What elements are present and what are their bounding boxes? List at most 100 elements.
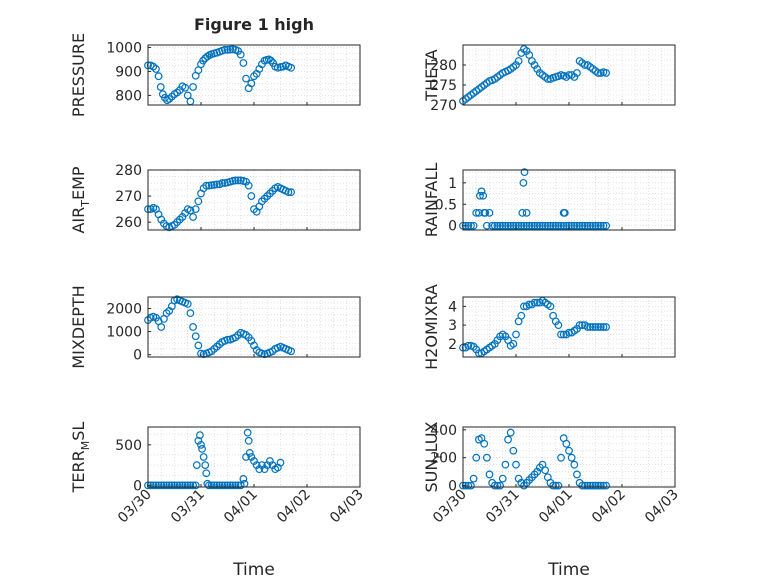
data-point [467,221,475,230]
data-point [596,481,605,490]
data-point [205,481,213,490]
data-point [165,481,174,490]
data-point [559,330,568,339]
data-point [586,323,595,331]
data-point [157,215,166,224]
y-tick-label: 0 [448,219,457,235]
data-point [477,187,486,196]
data-point [242,74,250,83]
data-point [175,481,184,490]
y-tick-label: 900 [115,64,142,80]
data-point [472,453,481,462]
data-point [201,461,210,470]
x-tick-label: 03/31 [483,487,523,527]
data-point [562,221,571,230]
x-axis-label: Time [547,560,590,580]
data-point [583,481,592,490]
data-point [567,453,576,462]
y-axis-label: PRESSURE [69,33,88,117]
data-point [154,481,163,490]
data-point [528,221,536,230]
y-axis-label: SUNFLUX [422,421,445,492]
data-point [514,221,523,230]
data-point [231,481,240,490]
data-point [226,481,235,490]
data-point [287,63,296,72]
data-point [586,221,595,230]
x-tick-label: 04/03 [642,487,682,527]
data-point [581,481,589,490]
x-tick-label: 04/01 [221,487,261,527]
data-point [520,302,528,311]
data-point [226,45,235,54]
data-point [562,439,571,448]
y-tick-label: 0 [133,478,142,494]
data-point [244,181,253,190]
data-point [173,481,182,490]
data-point [591,221,600,230]
data-point [212,481,221,490]
data-point [543,75,552,83]
data-point [469,221,478,230]
data-point [509,446,518,455]
data-point [212,180,221,189]
y-tick-label: 280 [430,58,457,74]
data-point [504,221,512,230]
chart-title: Figure 1 high [194,15,314,34]
data-point [559,221,568,230]
data-point [215,481,224,490]
data-point [578,321,587,330]
data-point [599,323,608,331]
y-axis-label: AIRTEMP [69,166,92,233]
data-point [530,298,539,307]
data-point [472,208,481,217]
data-point [189,481,197,490]
data-point [493,221,502,230]
y-tick-label: 260 [115,215,142,231]
data-point [181,481,190,490]
data-point [602,69,610,77]
data-point [557,453,565,462]
data-point [517,311,526,320]
data-point [588,323,597,331]
data-point [464,341,473,350]
data-point [570,221,579,230]
data-point [228,481,237,490]
y-axis-label: THETA [422,49,441,101]
data-point [583,323,592,331]
data-point [602,481,610,490]
y-tick-label: 400 [430,423,457,439]
data-point [482,453,491,462]
data-point [183,300,192,308]
data-point [162,481,171,490]
data-point [287,347,296,356]
y-tick-label: 500 [115,438,142,454]
data-point [192,461,201,470]
data-point [243,428,252,437]
data-point [154,72,163,81]
data-point [287,188,296,197]
data-point [194,341,203,350]
data-point [554,481,563,490]
data-point [520,168,529,177]
y-tick-label: 280 [115,163,142,179]
data-point [236,50,245,59]
data-point [565,71,573,79]
data-point [178,481,187,490]
data-point [191,481,200,490]
data-point [573,69,581,77]
data-point [538,221,547,230]
data-point [543,221,552,230]
data-point [239,474,248,483]
data-point [512,330,520,339]
data-point [461,481,470,490]
data-point [186,309,195,318]
data-point [189,323,197,331]
data-point [594,69,603,77]
data-point [196,431,204,440]
x-tick-label: 03/31 [168,487,208,527]
data-point [493,481,502,490]
y-tick-label: 2 [448,337,457,353]
data-point [197,440,205,449]
